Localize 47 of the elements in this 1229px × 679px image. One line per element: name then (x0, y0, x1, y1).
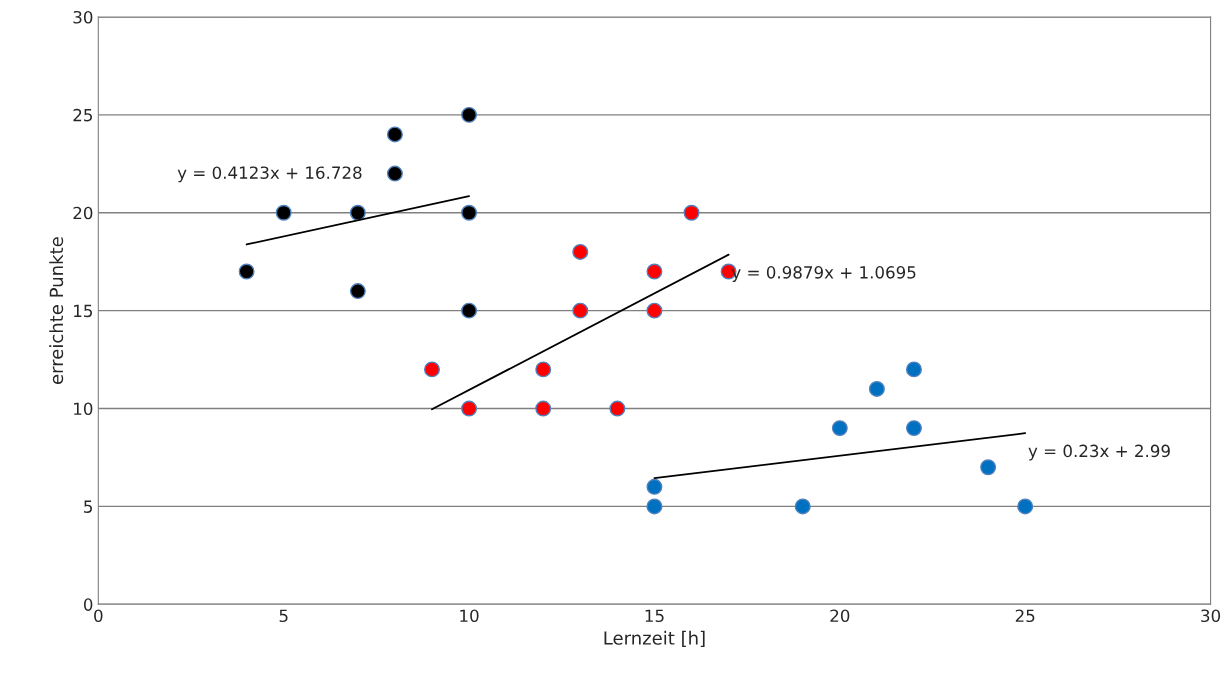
point (572, 302, 589, 319)
x-tick-label: 10 (460, 609, 479, 623)
point (646, 498, 663, 515)
x-axis-title: Lernzeit [h] (604, 630, 705, 647)
point (1017, 498, 1034, 515)
y-tick-label: 15 (74, 304, 92, 318)
point (461, 204, 478, 221)
x-tick-label: 0 (94, 609, 103, 623)
point (386, 165, 403, 182)
y-tick-label: 30 (73, 10, 93, 24)
point (646, 302, 663, 319)
point (905, 361, 922, 378)
y-tick-label: 5 (84, 500, 92, 513)
y-tick-label: 10 (74, 402, 93, 416)
point (461, 106, 478, 123)
point (349, 204, 366, 221)
point (905, 420, 922, 437)
point (461, 302, 478, 319)
x-tick-label: 30 (1201, 609, 1221, 623)
point (461, 400, 478, 417)
point (868, 380, 885, 397)
point (349, 283, 366, 300)
y-axis-title: erreichte Punkte (49, 237, 64, 385)
point (646, 263, 663, 280)
annotation: y = 0.9879x + 1.0695 (731, 266, 916, 282)
x-tick-label: 20 (830, 609, 850, 623)
point (683, 204, 700, 221)
y-tick-label: 25 (73, 108, 92, 122)
point (831, 420, 848, 437)
point (424, 361, 440, 378)
y-tick-label: 20 (73, 206, 93, 220)
point (572, 243, 589, 260)
point (535, 361, 552, 378)
x-tick-label: 25 (1015, 609, 1035, 623)
point (609, 400, 626, 417)
point (275, 204, 292, 221)
x-tick-label: 5 (279, 609, 288, 623)
annotation: y = 0.23x + 2.99 (1028, 444, 1170, 461)
point (535, 400, 552, 417)
point (980, 459, 997, 476)
point (238, 263, 255, 280)
annotation: y = 0.4123x + 16.728 (177, 166, 362, 183)
point (646, 478, 663, 495)
point (386, 126, 403, 143)
point (794, 498, 811, 515)
x-tick-label: 15 (645, 609, 664, 623)
y-tick-label: 0 (83, 598, 93, 611)
